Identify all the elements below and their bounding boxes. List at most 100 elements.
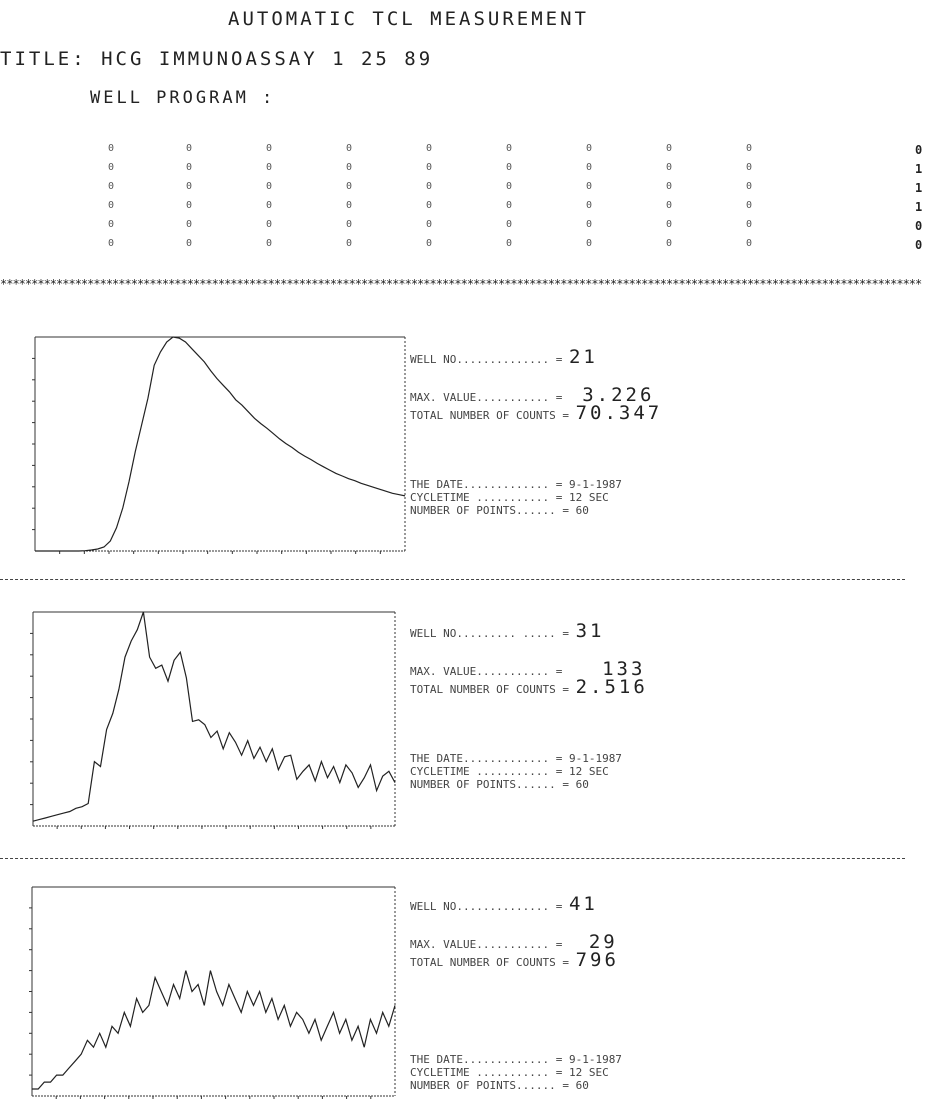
grid-cell: 0	[426, 162, 433, 173]
grid-cell: 0	[346, 219, 353, 230]
dashed-separator	[0, 579, 905, 580]
well-no-value: 41	[568, 893, 598, 915]
dashed-separator	[0, 858, 905, 859]
well-31-chart	[30, 611, 396, 829]
grid-cell: 0	[186, 200, 193, 211]
date-value: 9-1-1987	[568, 752, 622, 765]
date-value: 9-1-1987	[568, 478, 622, 491]
grid-cell: 0	[666, 181, 673, 192]
grid-cell: 1	[915, 200, 923, 214]
grid-cell: 0	[506, 162, 513, 173]
well-21-info: WELL NO.............. = 21 MAX. VALUE...…	[410, 338, 910, 558]
grid-cell: 0	[506, 238, 513, 249]
total-counts-value: 70.347	[575, 402, 663, 424]
date-label: THE DATE............. =	[410, 752, 563, 765]
cycletime-label: CYCLETIME ........... =	[410, 1066, 563, 1079]
well-no-label: WELL NO.............. =	[410, 900, 563, 913]
date-label: THE DATE............. =	[410, 478, 563, 491]
grid-cell: 0	[666, 219, 673, 230]
grid-cell: 0	[426, 181, 433, 192]
points-label: NUMBER OF POINTS...... =	[410, 504, 569, 517]
points-value: 60	[575, 1079, 589, 1092]
points-label: NUMBER OF POINTS...... =	[410, 1079, 569, 1092]
grid-cell: 0	[915, 143, 923, 157]
grid-cell: 0	[506, 219, 513, 230]
grid-cell: 0	[426, 238, 433, 249]
series-line	[35, 336, 406, 552]
grid-cell: 1	[915, 162, 923, 176]
grid-cell: 0	[586, 143, 593, 154]
grid-cell: 0	[186, 238, 193, 249]
grid-cell: 0	[266, 143, 273, 154]
grid-cell: 0	[915, 219, 923, 233]
grid-cell: 0	[346, 162, 353, 173]
max-value-label: MAX. VALUE........... =	[410, 665, 563, 678]
total-counts-label: TOTAL NUMBER OF COUNTS =	[410, 683, 569, 696]
grid-cell: 0	[666, 200, 673, 211]
max-value-label: MAX. VALUE........... =	[410, 391, 563, 404]
grid-cell: 0	[666, 238, 673, 249]
grid-cell: 0	[266, 238, 273, 249]
grid-cell: 0	[506, 200, 513, 211]
grid-cell: 0	[666, 162, 673, 173]
grid-cell: 0	[346, 238, 353, 249]
date-label: THE DATE............. =	[410, 1053, 563, 1066]
series-line	[32, 611, 396, 822]
cycletime-value: 12 SEC	[568, 1066, 609, 1079]
points-label: NUMBER OF POINTS...... =	[410, 778, 569, 791]
grid-cell: 0	[266, 181, 273, 192]
grid-cell: 0	[506, 143, 513, 154]
grid-cell: 0	[586, 200, 593, 211]
grid-cell: 0	[586, 162, 593, 173]
grid-cell: 0	[746, 219, 753, 230]
well-no-value: 21	[568, 346, 598, 368]
grid-cell: 0	[426, 143, 433, 154]
max-value: 29	[588, 931, 618, 953]
grid-cell: 0	[746, 200, 753, 211]
total-counts-value: 2.516	[575, 676, 648, 698]
grid-cell: 0	[506, 181, 513, 192]
grid-cell: 0	[108, 143, 115, 154]
total-counts-label: TOTAL NUMBER OF COUNTS =	[410, 956, 569, 969]
cycletime-value: 12 SEC	[568, 765, 609, 778]
well-no-value: 31	[575, 620, 605, 642]
grid-cell: 0	[108, 238, 115, 249]
series-line	[32, 970, 396, 1090]
well-41-chart	[29, 886, 396, 1099]
grid-cell: 0	[186, 219, 193, 230]
grid-cell: 0	[426, 200, 433, 211]
well-program-heading: WELL PROGRAM :	[90, 88, 276, 108]
grid-cell: 0	[186, 162, 193, 173]
grid-cell: 0	[746, 143, 753, 154]
points-value: 60	[575, 504, 589, 517]
cycletime-label: CYCLETIME ........... =	[410, 491, 563, 504]
page-title: AUTOMATIC TCL MEASUREMENT	[228, 8, 589, 30]
grid-cell: 0	[346, 143, 353, 154]
grid-cell: 0	[266, 162, 273, 173]
date-value: 9-1-1987	[568, 1053, 622, 1066]
star-separator: ****************************************…	[0, 277, 922, 291]
grid-cell: 0	[746, 162, 753, 173]
grid-cell: 0	[586, 219, 593, 230]
grid-cell: 1	[915, 181, 923, 195]
grid-cell: 0	[186, 181, 193, 192]
grid-cell: 0	[915, 238, 923, 252]
well-41-info: WELL NO.............. = 41 MAX. VALUE...…	[410, 885, 910, 1100]
grid-cell: 0	[746, 181, 753, 192]
assay-title: TITLE: HCG IMMUNOASSAY 1 25 89	[0, 48, 434, 70]
grid-cell: 0	[426, 219, 433, 230]
grid-cell: 0	[108, 181, 115, 192]
grid-cell: 0	[586, 238, 593, 249]
max-value: 133	[602, 658, 646, 680]
grid-cell: 0	[746, 238, 753, 249]
total-counts-value: 796	[575, 949, 619, 971]
grid-cell: 0	[586, 181, 593, 192]
total-counts-label: TOTAL NUMBER OF COUNTS =	[410, 409, 569, 422]
grid-cell: 0	[186, 143, 193, 154]
grid-cell: 0	[666, 143, 673, 154]
max-value-label: MAX. VALUE........... =	[410, 938, 563, 951]
well-21-chart	[32, 336, 406, 554]
grid-cell: 0	[346, 200, 353, 211]
grid-cell: 0	[266, 200, 273, 211]
grid-cell: 0	[108, 200, 115, 211]
